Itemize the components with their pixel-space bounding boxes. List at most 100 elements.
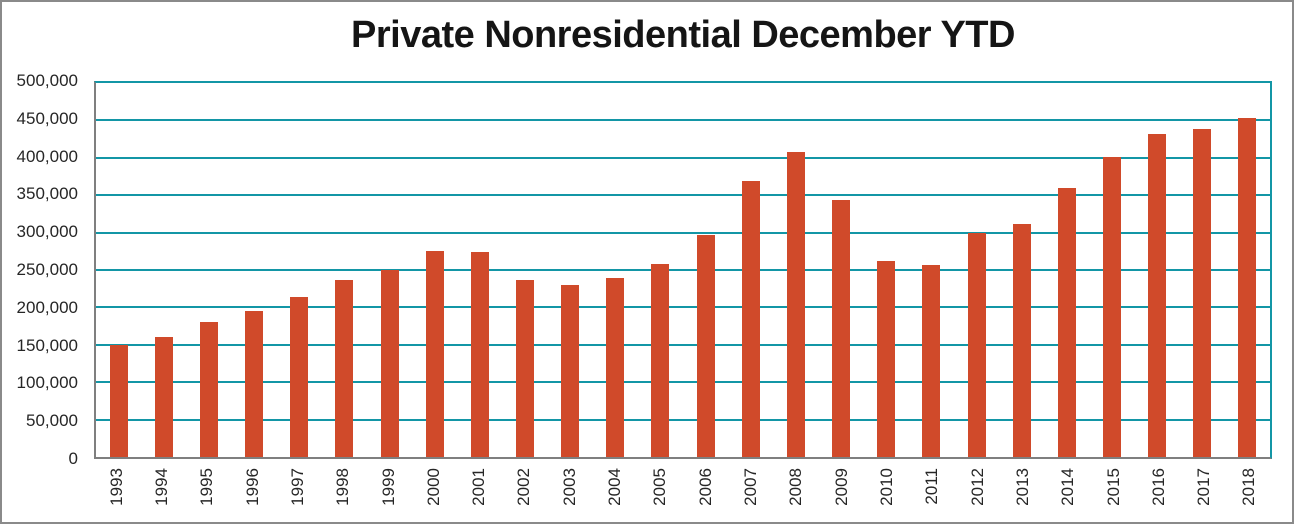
bar-slot [548,83,593,457]
x-axis-tick-label: 1996 [242,468,262,506]
x-axis-slot: 2012 [955,468,1000,522]
y-axis-tick-label: 0 [68,449,78,468]
x-axis-slot: 2006 [683,468,728,522]
bar-slot [1180,83,1225,457]
bar-slot [1135,83,1180,457]
x-axis-slot: 2001 [457,468,502,522]
x-axis-slot: 2011 [910,468,955,522]
x-axis-slot: 2016 [1136,468,1181,522]
gridline [96,119,1270,122]
bar-slot [502,83,547,457]
bar-slot [638,83,683,457]
gridlines-layer [96,83,1270,457]
bar-2015 [1103,157,1122,457]
x-axis-tick-label: 2003 [559,468,579,506]
x-axis-slot: 2017 [1182,468,1227,522]
x-axis-slot: 2004 [592,468,637,522]
bar-slot [1044,83,1089,457]
chart-title: Private Nonresidential December YTD [351,14,1015,56]
y-axis-tick-label: 300,000 [16,222,78,242]
x-axis-slot: 1997 [275,468,320,522]
x-axis-slot: 1995 [185,468,230,522]
y-axis-tick-label: 500,000 [16,71,78,90]
bar-2004 [606,278,625,457]
gridline [96,343,1270,346]
bar-2009 [832,199,851,457]
x-axis-tick-label: 2005 [650,468,670,506]
bar-1995 [199,321,218,457]
bar-slot [231,83,276,457]
bar-slot [412,83,457,457]
x-axis-tick-label: 2008 [786,468,806,506]
bar-2001 [470,252,489,457]
x-axis-tick-label: 1993 [106,468,126,506]
x-axis-tick-label: 2006 [695,468,715,506]
x-axis-tick-label: 2013 [1012,468,1032,506]
x-axis-tick-label: 2004 [605,468,625,506]
y-axis-tick-label: 350,000 [16,184,78,204]
bar-slot [1225,83,1270,457]
bar-2013 [1012,223,1031,457]
x-axis-slot: 1999 [366,468,411,522]
plot-area [94,81,1272,459]
x-axis-slot: 2002 [502,468,547,522]
bar-2010 [877,261,896,457]
x-axis-tick-label: 2011 [922,468,942,505]
y-axis-tick-label: 200,000 [16,297,78,317]
x-axis-tick-label: 2012 [967,468,987,506]
bar-1999 [380,270,399,457]
bar-2002 [515,279,534,457]
bar-2017 [1193,129,1212,457]
x-axis-tick-label: 2017 [1194,468,1214,506]
bar-slot [141,83,186,457]
bar-2011 [922,264,941,457]
bar-slot [999,83,1044,457]
gridline [96,306,1270,309]
gridline [96,418,1270,421]
bar-slot [683,83,728,457]
bar-2003 [561,284,580,457]
bar-2016 [1148,133,1167,457]
bar-slot [728,83,773,457]
x-axis-slot: 1998 [321,468,366,522]
x-axis-tick-label: 1999 [378,468,398,506]
x-axis-slot: 1993 [94,468,139,522]
bar-slot [1089,83,1134,457]
x-axis-slot: 2008 [774,468,819,522]
bar-slot [277,83,322,457]
bar-2008 [786,151,805,457]
x-axis-tick-label: 2009 [831,468,851,506]
gridline [96,381,1270,384]
x-axis: 1993 1994 1995 1996 1997 1998 1999 2000 2001 2002… [94,468,1272,522]
gridline [96,269,1270,271]
x-axis-tick-label: 2015 [1103,468,1123,506]
y-axis-tick-label: 150,000 [16,335,78,355]
bar-slot [322,83,367,457]
x-axis-tick-label: 1994 [151,468,171,506]
gridline [96,231,1270,234]
x-axis-tick-label: 2016 [1148,468,1168,506]
x-axis-slot: 2007 [728,468,773,522]
bar-2005 [651,264,670,457]
y-axis-tick-label: 250,000 [16,260,78,279]
x-axis-tick-label: 2010 [876,468,896,506]
bar-2000 [425,250,444,457]
bar-slot [96,83,141,457]
bar-slot [186,83,231,457]
x-axis-slot: 2000 [411,468,456,522]
x-axis-slot: 1996 [230,468,275,522]
bar-slot [457,83,502,457]
x-axis-tick-label: 2014 [1058,468,1078,506]
bar-slot [773,83,818,457]
y-axis-tick-label: 400,000 [16,146,78,166]
x-axis-slot: 2013 [1000,468,1045,522]
bar-2006 [696,234,715,457]
x-axis-tick-label: 2002 [514,468,534,506]
x-axis-tick-label: 2001 [469,468,489,506]
bars-layer [96,83,1270,457]
bar-slot [864,83,909,457]
bar-1996 [245,311,264,457]
gridline [96,156,1270,159]
